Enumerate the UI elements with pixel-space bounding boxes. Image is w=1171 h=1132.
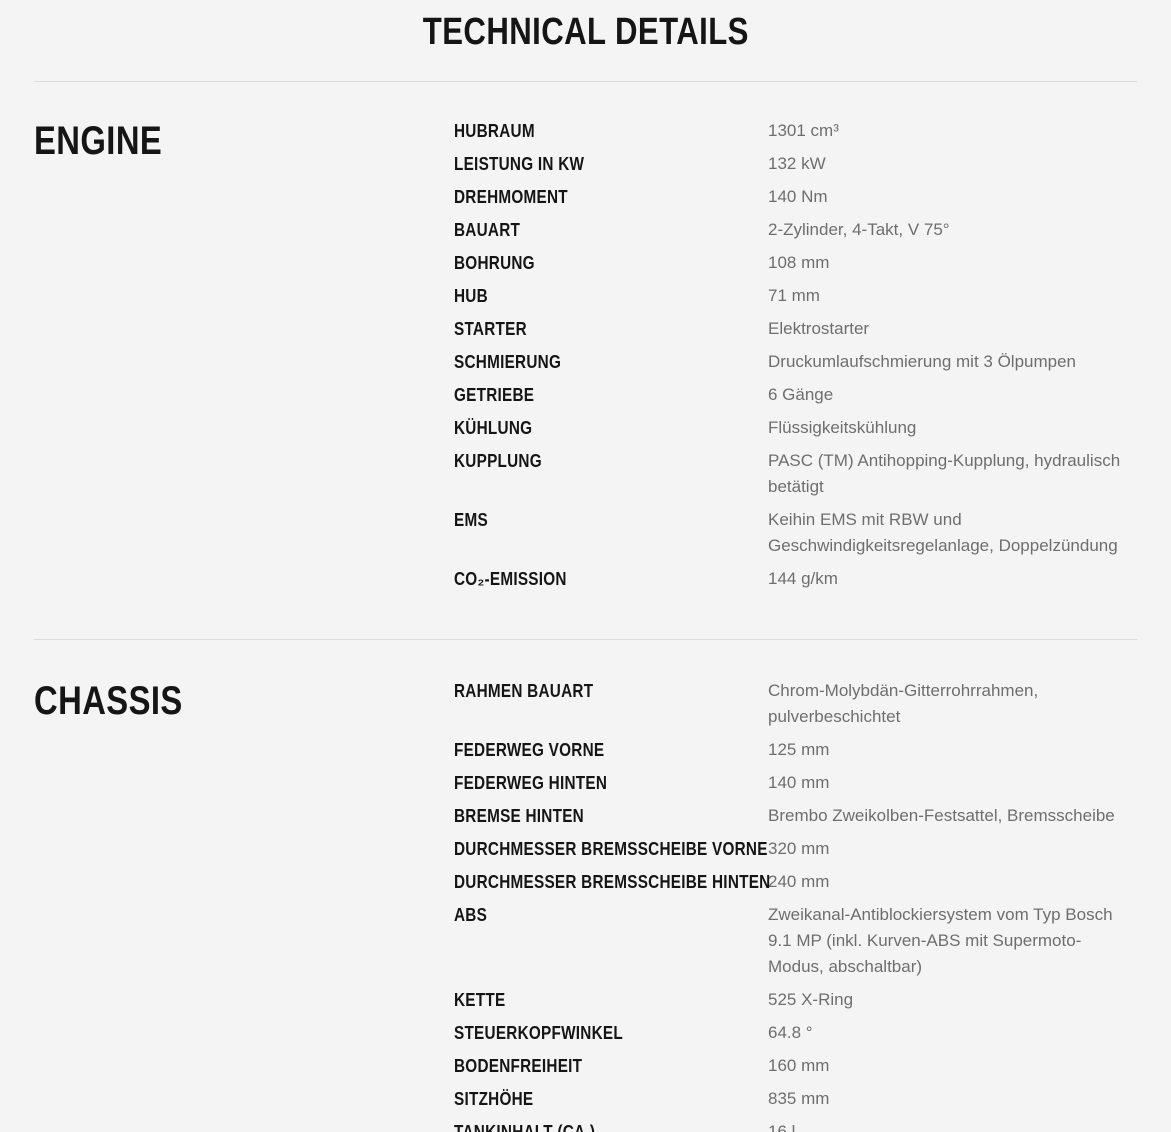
spec-value: 835 mm <box>768 1089 830 1108</box>
spec-value: Brembo Zweikolben-Festsattel, Bremsschei… <box>768 806 1115 825</box>
spec-value: PASC (TM) Antihopping-Kupplung, hydrauli… <box>768 451 1121 496</box>
spec-label: FEDERWEG HINTEN <box>454 773 608 793</box>
spec-label: SCHMIERUNG <box>454 352 562 372</box>
spec-value: 71 mm <box>768 286 820 305</box>
spec-label: CO₂-EMISSION <box>454 569 567 589</box>
spec-row: ABS Zweikanal-Antiblockiersystem vom Typ… <box>454 902 1137 980</box>
spec-value: 525 X-Ring <box>768 990 854 1009</box>
spec-value: Chrom-Molybdän-Gitterrohrrahmen, pulverb… <box>768 681 1039 726</box>
title-block: TECHNICAL DETAILS <box>34 0 1137 82</box>
spec-label: BREMSE HINTEN <box>454 806 584 826</box>
spec-label: DREHMOMENT <box>454 187 568 207</box>
spec-row: STEUERKOPFWINKEL 64.8 ° <box>454 1020 1137 1046</box>
spec-row: KETTE 525 X-Ring <box>454 987 1137 1013</box>
spec-value: 125 mm <box>768 740 830 759</box>
spec-row: HUBRAUM 1301 cm³ <box>454 118 1137 144</box>
spec-label: LEISTUNG IN KW <box>454 154 585 174</box>
spec-row: DREHMOMENT 140 Nm <box>454 184 1137 210</box>
spec-row: LEISTUNG IN KW 132 kW <box>454 151 1137 177</box>
spec-value: Elektrostarter <box>768 319 870 338</box>
spec-label: STARTER <box>454 319 527 339</box>
spec-label: FEDERWEG VORNE <box>454 740 605 760</box>
spec-row: CO₂-EMISSION 144 g/km <box>454 566 1137 592</box>
spec-row: BREMSE HINTEN Brembo Zweikolben-Festsatt… <box>454 803 1137 829</box>
section-heading-column: CHASSIS <box>34 678 454 1132</box>
spec-value: Flüssigkeitskühlung <box>768 418 917 437</box>
spec-value: 6 Gänge <box>768 385 834 404</box>
spec-row: KUPPLUNG PASC (TM) Antihopping-Kupplung,… <box>454 448 1137 500</box>
spec-label: BAUART <box>454 220 521 240</box>
spec-row: DURCHMESSER BREMSSCHEIBE HINTEN 240 mm <box>454 869 1137 895</box>
section-engine: ENGINE HUBRAUM 1301 cm³ LEISTUNG IN KW 1… <box>34 82 1137 640</box>
spec-label: DURCHMESSER BREMSSCHEIBE HINTEN <box>454 872 771 892</box>
spec-row: BOHRUNG 108 mm <box>454 250 1137 276</box>
spec-value: Keihin EMS mit RBW und Geschwindigkeitsr… <box>768 510 1118 555</box>
spec-row: SITZHÖHE 835 mm <box>454 1086 1137 1112</box>
spec-row: HUB 71 mm <box>454 283 1137 309</box>
spec-row: FEDERWEG HINTEN 140 mm <box>454 770 1137 796</box>
spec-label: KÜHLUNG <box>454 418 533 438</box>
section-chassis: CHASSIS RAHMEN BAUART Chrom-Molybdän-Git… <box>34 640 1137 1132</box>
spec-label: KETTE <box>454 990 506 1010</box>
spec-label: RAHMEN BAUART <box>454 681 594 701</box>
spec-row: BODENFREIHEIT 160 mm <box>454 1053 1137 1079</box>
spec-label: KUPPLUNG <box>454 451 542 471</box>
spec-label: DURCHMESSER BREMSSCHEIBE VORNE <box>454 839 768 859</box>
chassis-specs-list: RAHMEN BAUART Chrom-Molybdän-Gitterrohrr… <box>454 678 1137 1132</box>
spec-value: 144 g/km <box>768 569 838 588</box>
spec-row: SCHMIERUNG Druckumlaufschmierung mit 3 Ö… <box>454 349 1137 375</box>
spec-value: 140 mm <box>768 773 830 792</box>
spec-value: Druckumlaufschmierung mit 3 Ölpumpen <box>768 352 1077 371</box>
spec-row: KÜHLUNG Flüssigkeitskühlung <box>454 415 1137 441</box>
spec-label: EMS <box>454 510 488 530</box>
spec-row: STARTER Elektrostarter <box>454 316 1137 342</box>
engine-specs-list: HUBRAUM 1301 cm³ LEISTUNG IN KW 132 kW D… <box>454 118 1137 599</box>
spec-label: BODENFREIHEIT <box>454 1056 583 1076</box>
spec-label: HUB <box>454 286 488 306</box>
spec-label: TANKINHALT (CA.) <box>454 1122 596 1132</box>
page-title: TECHNICAL DETAILS <box>422 11 749 53</box>
spec-label: BOHRUNG <box>454 253 535 273</box>
spec-row: DURCHMESSER BREMSSCHEIBE VORNE 320 mm <box>454 836 1137 862</box>
spec-row: BAUART 2-Zylinder, 4-Takt, V 75° <box>454 217 1137 243</box>
spec-row: FEDERWEG VORNE 125 mm <box>454 737 1137 763</box>
spec-row: GETRIEBE 6 Gänge <box>454 382 1137 408</box>
spec-value: 2-Zylinder, 4-Takt, V 75° <box>768 220 950 239</box>
spec-label: STEUERKOPFWINKEL <box>454 1023 623 1043</box>
spec-value: 64.8 ° <box>768 1023 813 1042</box>
engine-section-heading: ENGINE <box>34 119 163 163</box>
spec-value: 1301 cm³ <box>768 121 839 140</box>
spec-row: TANKINHALT (CA.) 16 l <box>454 1119 1137 1132</box>
section-heading-column: ENGINE <box>34 118 454 599</box>
spec-value: 16 l <box>768 1122 796 1132</box>
spec-value: 132 kW <box>768 154 826 173</box>
spec-value: 108 mm <box>768 253 830 272</box>
spec-label: SITZHÖHE <box>454 1089 534 1109</box>
spec-label: HUBRAUM <box>454 121 535 141</box>
chassis-section-heading: CHASSIS <box>34 679 183 723</box>
spec-value: 320 mm <box>768 839 830 858</box>
spec-label: ABS <box>454 905 488 925</box>
spec-value: Zweikanal-Antiblockiersystem vom Typ Bos… <box>768 905 1113 976</box>
spec-value: 140 Nm <box>768 187 828 206</box>
spec-label: GETRIEBE <box>454 385 535 405</box>
spec-value: 160 mm <box>768 1056 830 1075</box>
spec-row: RAHMEN BAUART Chrom-Molybdän-Gitterrohrr… <box>454 678 1137 730</box>
spec-value: 240 mm <box>768 872 830 891</box>
spec-row: EMS Keihin EMS mit RBW und Geschwindigke… <box>454 507 1137 559</box>
